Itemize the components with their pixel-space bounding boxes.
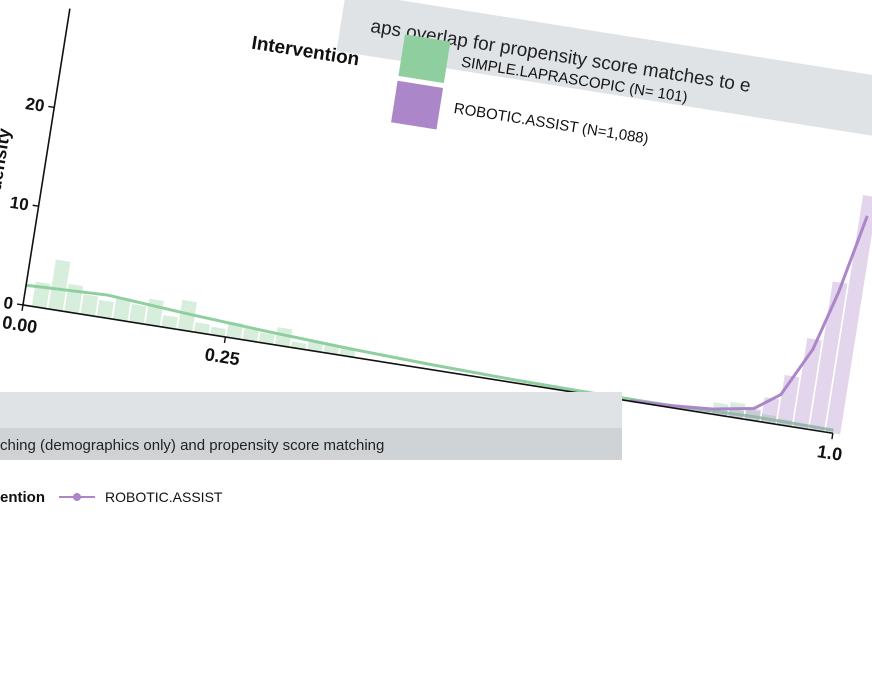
histogram-bar: [793, 338, 822, 430]
y-tick-label: 0: [2, 293, 14, 313]
histogram-bar: [80, 294, 99, 317]
histogram-bar: [274, 327, 293, 348]
density-curve: [630, 215, 869, 411]
front-title-strip: [0, 392, 622, 428]
histogram-bar: [161, 315, 178, 330]
histogram-bar: [112, 296, 132, 322]
histogram-bar: [809, 281, 848, 432]
histogram-bar: [210, 326, 226, 337]
y-tick-mark: [16, 303, 24, 306]
histogram-bar: [193, 322, 210, 335]
y-tick-mark: [48, 105, 55, 109]
x-tick-label: 1.0: [816, 441, 844, 465]
histogram-bar: [242, 327, 259, 343]
front-legend-label: ROBOTIC.ASSIST: [105, 489, 223, 505]
front-legend-title: ention: [0, 488, 45, 506]
x-tick-mark: [831, 433, 834, 440]
histogram-bar: [129, 303, 147, 325]
y-axis-line: [22, 8, 71, 306]
front-legend: ention ROBOTIC.ASSIST: [0, 487, 222, 507]
y-tick-label: 20: [24, 94, 46, 116]
front-legend-key: [59, 493, 95, 501]
x-axis-line: [22, 304, 833, 435]
histogram-bar: [258, 332, 275, 345]
x-tick-label: 0.00: [1, 312, 39, 337]
histogram-bar: [776, 374, 800, 427]
front-subtitle: ching (demographics only) and propensity…: [0, 437, 385, 454]
y-axis-label: density: [0, 127, 14, 192]
x-tick-label: 0.25: [203, 344, 241, 369]
histogram-bar: [64, 283, 84, 314]
histogram-bar: [728, 408, 745, 419]
y-tick-mark: [32, 204, 39, 207]
front-subtitle-strip: [0, 428, 622, 460]
histogram-bar: [96, 299, 114, 319]
x-tick-mark: [223, 336, 227, 344]
histogram-bar: [177, 299, 197, 332]
x-tick-mark: [21, 304, 24, 311]
histogram-bar: [145, 298, 164, 327]
histogram-bar: [48, 259, 71, 312]
y-tick-label: 10: [8, 193, 30, 215]
foreground-panel: ching (demographics only) and propensity…: [0, 392, 622, 519]
histogram-bar: [825, 195, 872, 435]
histogram-bar: [744, 407, 762, 422]
